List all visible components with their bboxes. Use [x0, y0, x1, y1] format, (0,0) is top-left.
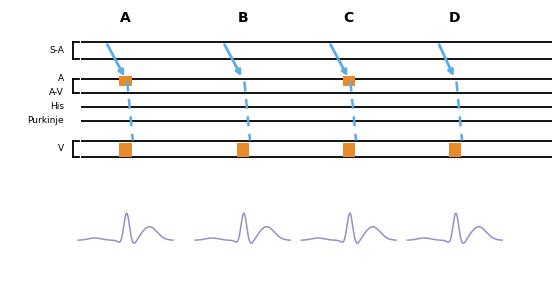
- Text: D: D: [449, 11, 460, 25]
- Bar: [449, 143, 461, 157]
- Text: V: V: [58, 144, 64, 153]
- Bar: [237, 143, 249, 157]
- Bar: [119, 76, 132, 86]
- Bar: [343, 76, 355, 86]
- Text: C: C: [344, 11, 354, 25]
- Text: Purkinje: Purkinje: [27, 116, 64, 125]
- Text: B: B: [237, 11, 248, 25]
- Bar: [343, 143, 355, 157]
- Bar: [119, 143, 132, 157]
- Text: His: His: [50, 102, 64, 111]
- Text: A-V: A-V: [50, 88, 64, 97]
- Text: A: A: [120, 11, 131, 25]
- Text: A: A: [58, 74, 64, 83]
- Text: S-A: S-A: [49, 46, 64, 55]
